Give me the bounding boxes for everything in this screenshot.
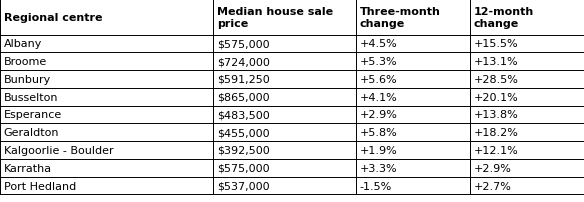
Text: -1.5%: -1.5% — [360, 181, 392, 190]
Text: +4.5%: +4.5% — [360, 39, 398, 49]
Text: +20.1%: +20.1% — [474, 92, 519, 102]
Text: Karratha: Karratha — [4, 163, 51, 173]
Text: +5.3%: +5.3% — [360, 57, 397, 67]
Text: Three-month
change: Three-month change — [360, 7, 440, 29]
Text: +2.7%: +2.7% — [474, 181, 512, 190]
Text: $537,000: $537,000 — [217, 181, 269, 190]
Text: $483,500: $483,500 — [217, 110, 269, 120]
Text: +1.9%: +1.9% — [360, 145, 398, 155]
Text: +13.1%: +13.1% — [474, 57, 518, 67]
Text: +13.8%: +13.8% — [474, 110, 519, 120]
Text: Kalgoorlie - Boulder: Kalgoorlie - Boulder — [4, 145, 113, 155]
Text: $591,250: $591,250 — [217, 75, 269, 84]
Text: $455,000: $455,000 — [217, 128, 269, 138]
Text: +28.5%: +28.5% — [474, 75, 519, 84]
Text: +4.1%: +4.1% — [360, 92, 398, 102]
Text: Broome: Broome — [4, 57, 47, 67]
Text: +5.6%: +5.6% — [360, 75, 397, 84]
Text: 12-month
change: 12-month change — [474, 7, 534, 29]
Text: +18.2%: +18.2% — [474, 128, 519, 138]
Text: $575,000: $575,000 — [217, 163, 269, 173]
Text: Esperance: Esperance — [4, 110, 62, 120]
Text: +12.1%: +12.1% — [474, 145, 519, 155]
Text: Busselton: Busselton — [4, 92, 58, 102]
Text: +5.8%: +5.8% — [360, 128, 398, 138]
Text: $575,000: $575,000 — [217, 39, 269, 49]
Text: Port Hedland: Port Hedland — [4, 181, 76, 190]
Text: Median house sale
price: Median house sale price — [217, 7, 333, 29]
Text: Albany: Albany — [4, 39, 42, 49]
Text: +2.9%: +2.9% — [360, 110, 398, 120]
Text: Bunbury: Bunbury — [4, 75, 51, 84]
Text: $865,000: $865,000 — [217, 92, 269, 102]
Text: $392,500: $392,500 — [217, 145, 269, 155]
Text: +2.9%: +2.9% — [474, 163, 512, 173]
Text: Geraldton: Geraldton — [4, 128, 59, 138]
Text: $724,000: $724,000 — [217, 57, 270, 67]
Text: +3.3%: +3.3% — [360, 163, 397, 173]
Text: Regional centre: Regional centre — [4, 13, 102, 23]
Text: +15.5%: +15.5% — [474, 39, 518, 49]
